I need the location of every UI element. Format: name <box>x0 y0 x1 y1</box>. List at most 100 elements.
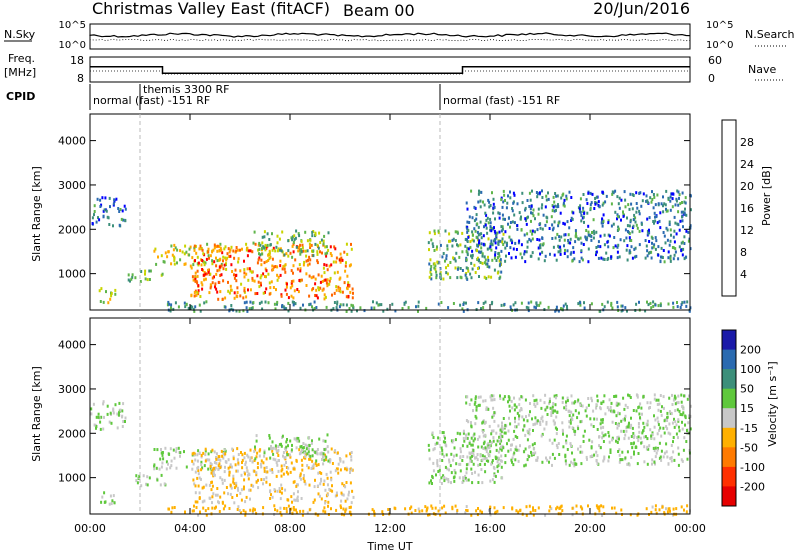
echo-cell <box>327 483 329 487</box>
echo-cell <box>473 402 476 406</box>
echo-cell <box>300 248 303 252</box>
colorbar-tick-label: 200 <box>740 344 761 357</box>
echo-cell <box>556 194 559 198</box>
echo-cell <box>140 270 143 273</box>
nsearch-label: N.Search <box>745 28 795 41</box>
echo-cell <box>159 457 162 461</box>
echo-cell <box>349 452 352 456</box>
echo-cell <box>341 258 344 262</box>
echo-cell <box>313 498 316 502</box>
echo-cell <box>583 429 586 433</box>
echo-cell <box>228 473 231 477</box>
echo-cell <box>582 206 585 210</box>
echo-cell <box>500 270 503 274</box>
echo-cell <box>483 203 486 207</box>
power-panel-bg <box>90 114 690 310</box>
echo-cell <box>481 454 484 458</box>
echo-cell <box>512 303 515 307</box>
echo-cell <box>183 450 185 454</box>
echo-cell <box>271 468 274 472</box>
echo-cell <box>544 254 547 258</box>
echo-cell <box>456 510 458 514</box>
echo-cell <box>179 454 181 458</box>
echo-cell <box>591 231 593 234</box>
echo-cell <box>271 257 274 261</box>
echo-cell <box>580 241 583 245</box>
echo-cell <box>577 427 580 431</box>
echo-cell <box>618 412 621 416</box>
echo-cell <box>477 395 480 399</box>
echo-cell <box>466 227 469 231</box>
echo-cell <box>228 250 231 254</box>
echo-cell <box>223 470 226 474</box>
echo-cell <box>432 245 435 248</box>
echo-cell <box>296 267 299 271</box>
echo-cell <box>520 301 523 305</box>
echo-cell <box>148 269 151 273</box>
echo-cell <box>657 245 660 249</box>
echo-cell <box>677 418 680 422</box>
echo-cell <box>677 210 680 214</box>
echo-cell <box>619 458 622 462</box>
echo-cell <box>470 254 472 258</box>
echo-cell <box>213 466 215 470</box>
echo-cell <box>197 513 200 517</box>
echo-cell <box>534 451 537 455</box>
echo-cell <box>599 309 602 313</box>
echo-cell <box>520 243 523 247</box>
echo-cell <box>274 249 277 253</box>
echo-cell <box>647 303 650 307</box>
echo-cell <box>148 476 151 480</box>
echo-cell <box>269 490 271 494</box>
date-label: 20/Jun/2016 <box>593 0 690 18</box>
echo-cell <box>243 289 246 293</box>
echo-cell <box>481 254 484 258</box>
echo-cell <box>616 436 619 440</box>
echo-cell <box>683 300 686 304</box>
echo-cell <box>676 408 679 412</box>
echo-cell <box>608 398 611 402</box>
colorbar-tick-label: -200 <box>740 480 765 493</box>
echo-cell <box>481 510 483 514</box>
echo-cell <box>607 245 610 249</box>
echo-cell <box>610 202 613 206</box>
echo-cell <box>248 267 251 271</box>
echo-cell <box>616 195 619 199</box>
echo-cell <box>440 446 443 450</box>
echo-cell <box>551 452 554 456</box>
echo-cell <box>108 420 111 424</box>
echo-cell <box>541 237 544 240</box>
echo-cell <box>328 264 331 268</box>
echo-cell <box>246 309 249 313</box>
echo-cell <box>437 302 440 306</box>
echo-cell <box>484 300 487 304</box>
echo-cell <box>679 413 682 416</box>
echo-cell <box>497 424 500 428</box>
echo-cell <box>431 242 434 246</box>
echo-cell <box>316 448 319 451</box>
echo-cell <box>541 189 543 193</box>
echo-cell <box>463 439 466 443</box>
echo-cell <box>550 411 553 415</box>
echo-cell <box>511 209 514 213</box>
echo-cell <box>305 447 308 451</box>
echo-cell <box>659 394 662 397</box>
echo-cell <box>243 485 245 489</box>
echo-cell <box>429 258 432 262</box>
echo-cell <box>529 229 532 233</box>
echo-cell <box>286 282 288 286</box>
echo-cell <box>93 213 95 217</box>
echo-cell <box>299 269 302 273</box>
echo-cell <box>665 425 668 429</box>
echo-cell <box>574 229 577 233</box>
echo-cell <box>643 425 646 429</box>
echo-cell <box>471 443 474 447</box>
echo-cell <box>194 277 197 281</box>
echo-cell <box>253 230 256 234</box>
echo-cell <box>613 410 616 414</box>
echo-cell <box>292 271 294 275</box>
echo-cell <box>503 395 506 399</box>
echo-cell <box>130 277 133 281</box>
echo-cell <box>175 466 178 470</box>
echo-cell <box>595 450 598 454</box>
